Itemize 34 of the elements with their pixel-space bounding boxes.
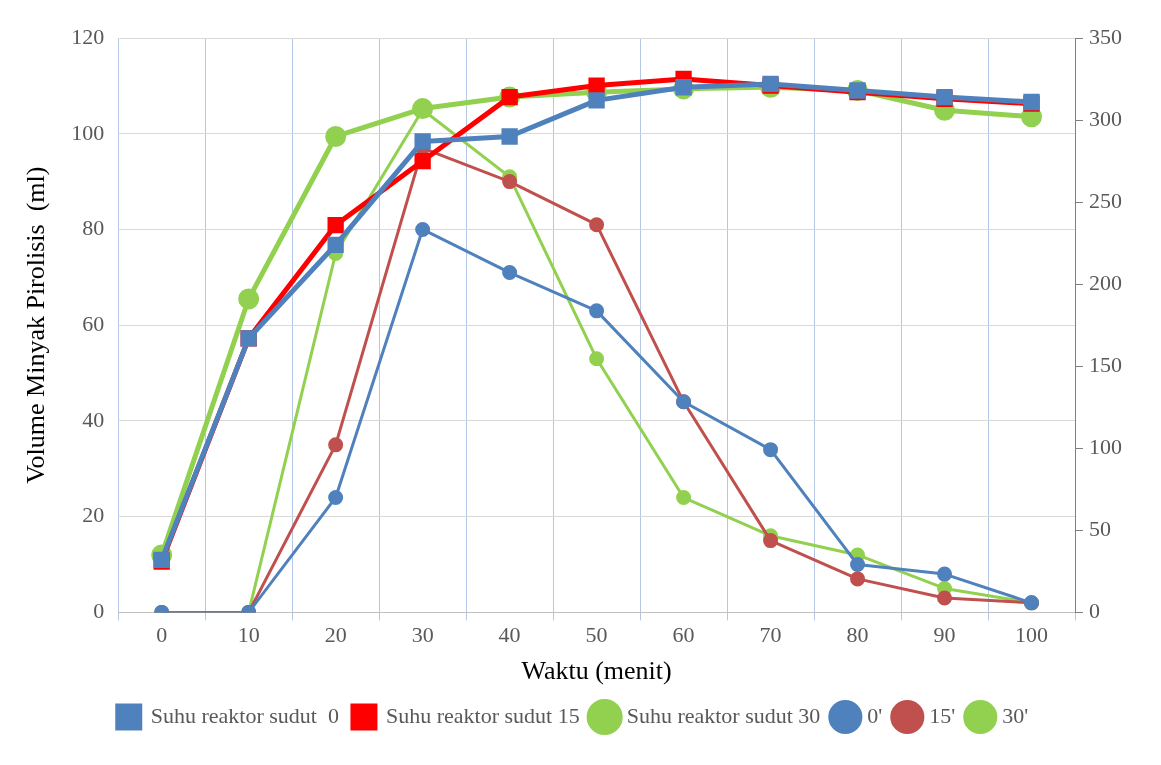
y-tick-label: 120: [71, 23, 105, 49]
y-tick-label: 60: [82, 310, 105, 336]
legend-label: 15': [929, 702, 956, 728]
x-tick-label: 100: [1015, 622, 1049, 648]
y2-tick-label: 0: [1089, 598, 1100, 624]
x-tick-label: 90: [933, 622, 956, 648]
y-axis-title: Volume Minyak Pirolisis (ml): [21, 166, 51, 484]
x-tick-label: 80: [846, 622, 869, 648]
y2-tick-label: 50: [1089, 516, 1111, 542]
legend-label: 30': [1002, 702, 1029, 728]
y2-tick-label: 200: [1089, 269, 1122, 295]
y2-tick-label: 350: [1089, 23, 1122, 49]
legend-label: Suhu reaktor sudut 30: [626, 702, 821, 728]
x-tick-label: 10: [237, 622, 260, 648]
x-axis-title: Waktu (menit): [521, 656, 672, 686]
x-tick-label: 20: [324, 622, 347, 648]
y-tick-label: 100: [71, 119, 105, 145]
y2-tick-label: 150: [1089, 352, 1122, 378]
y-tick-label: 20: [82, 502, 105, 528]
legend-label: Suhu reaktor sudut 15: [385, 702, 580, 728]
y2-tick-label: 100: [1089, 434, 1122, 460]
x-tick-label: 60: [672, 622, 695, 648]
x-tick-label: 70: [759, 622, 782, 648]
x-tick-label: 50: [585, 622, 608, 648]
x-tick-label: 0: [156, 622, 168, 648]
x-tick-label: 40: [498, 622, 521, 648]
y-tick-label: 40: [82, 406, 105, 432]
y2-tick-label: 250: [1089, 187, 1122, 213]
y2-tick-label: 300: [1089, 105, 1122, 131]
y-tick-label: 0: [93, 598, 105, 624]
x-tick-label: 30: [411, 622, 434, 648]
y-tick-label: 80: [82, 215, 105, 241]
legend-label: 0': [867, 702, 883, 728]
legend-label: Suhu reaktor sudut 0: [150, 702, 339, 728]
